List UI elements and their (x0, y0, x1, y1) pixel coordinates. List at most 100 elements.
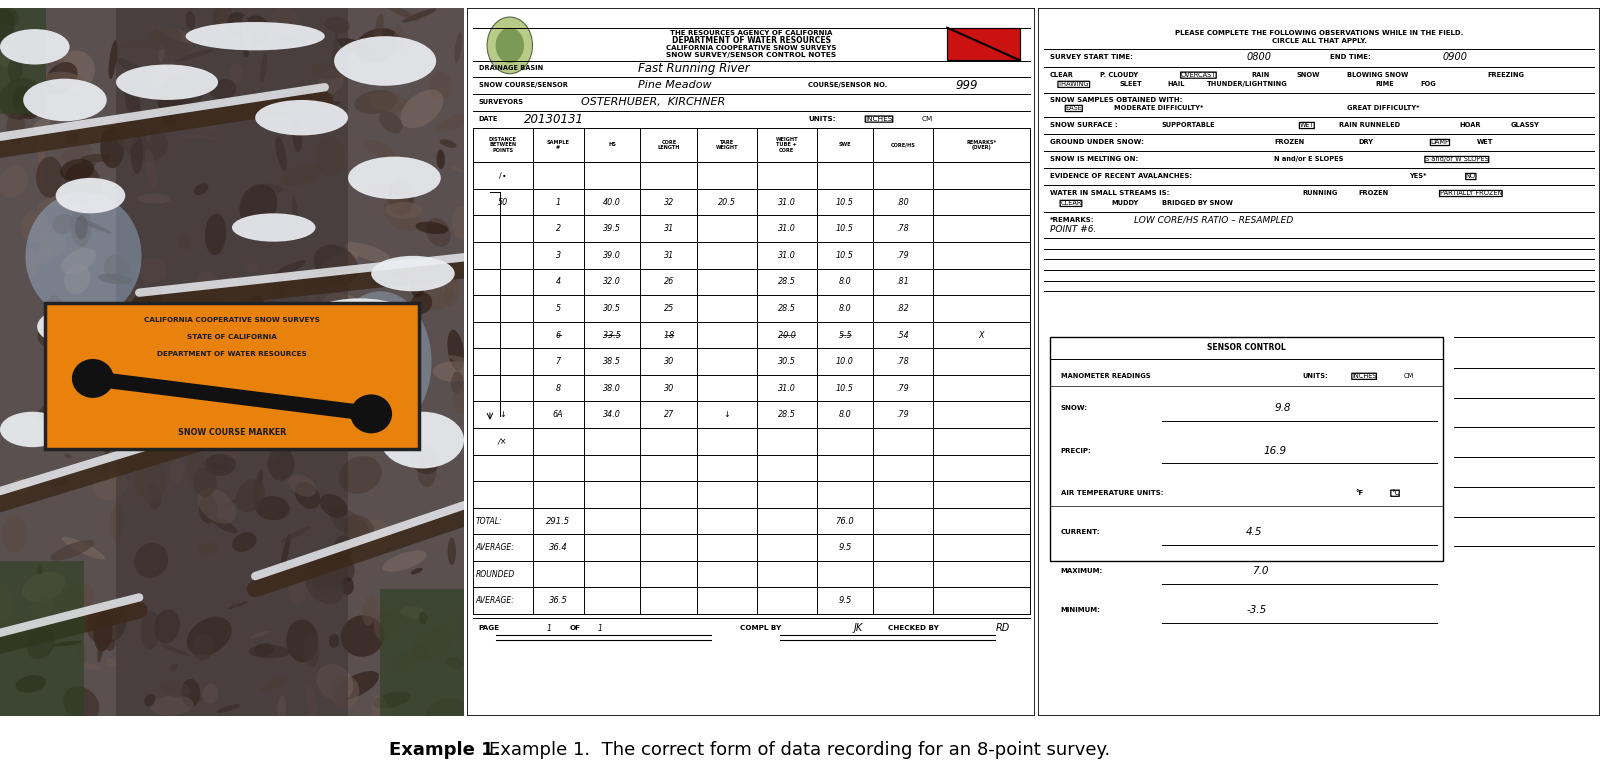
Ellipse shape (386, 202, 422, 218)
Ellipse shape (304, 633, 320, 668)
Text: 30.5: 30.5 (603, 304, 621, 313)
Text: 30: 30 (664, 357, 674, 366)
Ellipse shape (102, 413, 115, 454)
Text: 30.5: 30.5 (778, 357, 795, 366)
Ellipse shape (187, 450, 208, 492)
Text: PARTIALLY FROZEN: PARTIALLY FROZEN (1440, 190, 1502, 197)
Ellipse shape (11, 478, 32, 493)
Ellipse shape (158, 43, 165, 63)
Ellipse shape (374, 14, 384, 47)
Text: WEIGHT
TUBE +
CORE: WEIGHT TUBE + CORE (776, 137, 798, 153)
Ellipse shape (371, 256, 454, 291)
Ellipse shape (75, 215, 88, 240)
Text: .82: .82 (896, 304, 909, 313)
Ellipse shape (170, 663, 178, 672)
Ellipse shape (194, 183, 208, 195)
Ellipse shape (77, 161, 96, 167)
Text: CM: CM (1403, 373, 1414, 379)
Text: THAWING: THAWING (1058, 81, 1090, 88)
Text: 8.0: 8.0 (838, 410, 851, 419)
Text: 31.0: 31.0 (778, 224, 795, 233)
Text: AIR TEMPERATURE UNITS:: AIR TEMPERATURE UNITS: (1061, 490, 1163, 496)
Text: MUDDY: MUDDY (1112, 200, 1139, 207)
Ellipse shape (0, 9, 14, 41)
Ellipse shape (248, 644, 290, 659)
Ellipse shape (198, 494, 218, 524)
Text: SLEET: SLEET (1120, 81, 1142, 88)
Text: 28.5: 28.5 (778, 304, 795, 313)
Ellipse shape (101, 126, 125, 168)
Text: .79: .79 (896, 384, 909, 393)
Text: EASE: EASE (1066, 106, 1082, 111)
Ellipse shape (131, 287, 163, 312)
Ellipse shape (22, 572, 66, 602)
Ellipse shape (229, 63, 243, 83)
Text: THUNDER/LIGHTNING: THUNDER/LIGHTNING (1206, 81, 1288, 88)
Text: JK: JK (853, 623, 862, 633)
Ellipse shape (38, 152, 46, 188)
Ellipse shape (56, 178, 125, 213)
Ellipse shape (21, 210, 48, 243)
Ellipse shape (58, 583, 94, 616)
Text: 10.5: 10.5 (835, 197, 854, 207)
Ellipse shape (314, 245, 358, 285)
Ellipse shape (64, 410, 75, 423)
Text: 10.0: 10.0 (835, 357, 854, 366)
Ellipse shape (149, 27, 181, 50)
Ellipse shape (382, 197, 422, 232)
Ellipse shape (64, 440, 107, 449)
Ellipse shape (357, 318, 389, 352)
Ellipse shape (334, 36, 437, 86)
Ellipse shape (338, 38, 376, 56)
Text: 27: 27 (664, 410, 674, 419)
Ellipse shape (363, 140, 397, 160)
Text: ↓: ↓ (723, 410, 731, 419)
Text: 1̶8̶: 1̶8̶ (664, 330, 674, 340)
Text: CORE
LENGTH: CORE LENGTH (658, 139, 680, 150)
Ellipse shape (138, 193, 171, 204)
Ellipse shape (309, 294, 320, 327)
Text: 20.5: 20.5 (718, 197, 736, 207)
Ellipse shape (186, 420, 216, 449)
Text: 4.5: 4.5 (1246, 527, 1262, 537)
Bar (381, 589, 464, 716)
Text: 25: 25 (664, 304, 674, 313)
Ellipse shape (291, 348, 320, 379)
Ellipse shape (158, 382, 186, 407)
Ellipse shape (378, 606, 411, 633)
Text: N and/or E SLOPES: N and/or E SLOPES (1274, 157, 1344, 163)
Text: SNOW SURVEY/SENSOR CONTROL NOTES: SNOW SURVEY/SENSOR CONTROL NOTES (666, 52, 837, 58)
Ellipse shape (0, 42, 19, 68)
Text: 31.0: 31.0 (778, 197, 795, 207)
Ellipse shape (402, 606, 427, 619)
Ellipse shape (53, 214, 74, 234)
Ellipse shape (64, 164, 101, 206)
Ellipse shape (86, 602, 126, 644)
Ellipse shape (246, 276, 269, 290)
Ellipse shape (243, 49, 250, 57)
Ellipse shape (334, 671, 379, 700)
Text: END TIME:: END TIME: (1331, 55, 1371, 60)
Ellipse shape (323, 16, 350, 33)
Text: MAXIMUM:: MAXIMUM: (1061, 568, 1102, 574)
Text: DAMP: DAMP (1430, 139, 1450, 146)
Ellipse shape (256, 424, 262, 437)
Text: 36.5: 36.5 (549, 597, 568, 605)
Text: .78: .78 (896, 224, 909, 233)
Ellipse shape (35, 245, 53, 264)
Text: 26: 26 (664, 277, 674, 287)
Ellipse shape (93, 471, 128, 500)
Ellipse shape (170, 460, 184, 483)
Ellipse shape (206, 110, 219, 129)
Ellipse shape (182, 77, 197, 89)
Text: UNITS:: UNITS: (808, 116, 835, 122)
Ellipse shape (250, 295, 267, 328)
Text: GLASSY: GLASSY (1510, 122, 1539, 128)
Ellipse shape (197, 489, 237, 524)
Ellipse shape (24, 250, 40, 276)
Ellipse shape (336, 334, 370, 345)
Ellipse shape (195, 83, 214, 92)
Text: .54: .54 (896, 330, 909, 340)
Ellipse shape (53, 640, 82, 647)
Text: FROZEN: FROZEN (1358, 190, 1389, 197)
